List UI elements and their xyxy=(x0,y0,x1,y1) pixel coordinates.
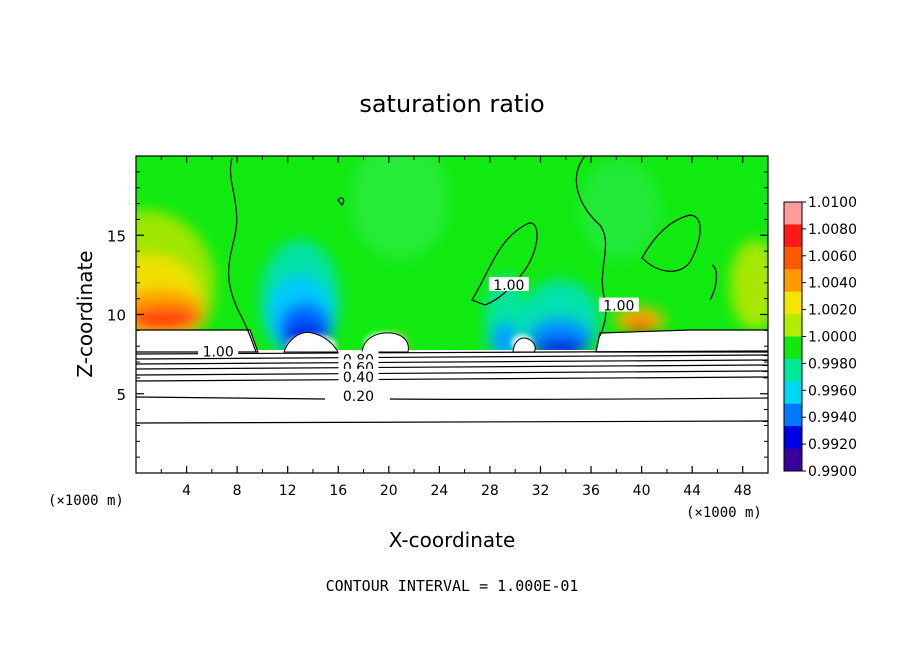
x-axis-label: X-coordinate xyxy=(389,528,516,552)
heatmap-field xyxy=(136,156,768,473)
colorbar-swatch xyxy=(784,314,802,337)
contour-label: 1.00 xyxy=(493,278,524,294)
x-unit-left: (×1000 m) xyxy=(48,493,124,509)
y-tick-label: 10 xyxy=(107,307,126,325)
colorbar-label: 1.0060 xyxy=(808,249,857,265)
y-axis-label: Z-coordinate xyxy=(73,250,97,377)
contour-interval-note: CONTOUR INTERVAL = 1.000E-01 xyxy=(326,577,579,595)
colorbar-label: 0.9980 xyxy=(808,356,857,372)
colorbar-label: 1.0100 xyxy=(808,195,857,211)
contour-label: 1.00 xyxy=(203,345,234,361)
colorbar-swatch xyxy=(784,426,802,450)
contour-label-bg xyxy=(198,343,239,358)
contour-label: 0.20 xyxy=(343,389,374,405)
contour-label-bg xyxy=(598,297,639,312)
colorbar-swatch xyxy=(784,224,802,248)
colorbar-swatch xyxy=(784,381,802,405)
x-tick-label: 20 xyxy=(380,483,398,499)
x-tick-label: 12 xyxy=(279,483,297,499)
colorbar-swatch xyxy=(784,291,802,315)
x-tick-label: 44 xyxy=(683,483,701,499)
contour-label-bg xyxy=(338,368,379,383)
y-axis: 5 10 15 xyxy=(107,171,768,458)
colorbar-swatch xyxy=(784,358,802,382)
colorbar-label: 0.9940 xyxy=(808,410,857,426)
colorbar-label: 1.0000 xyxy=(808,330,857,346)
x-tick-label: 40 xyxy=(633,483,651,499)
x-axis: 4 8 12 16 20 24 28 32 36 40 44 48 xyxy=(160,156,752,499)
colorbar-label: 0.9960 xyxy=(808,383,857,399)
contour-label-bg xyxy=(488,276,529,291)
colorbar-label: 1.0040 xyxy=(808,276,857,292)
colorbar-swatch xyxy=(784,403,802,427)
colorbar-swatch xyxy=(784,448,802,472)
colorbar: 1.0100 1.0080 1.0060 1.0040 1.0020 1.0000 0.99… xyxy=(783,195,857,480)
x-tick-label: 36 xyxy=(582,483,600,499)
x-tick-label: 16 xyxy=(329,483,347,499)
contour-label-group: 1.000.800.600.400.201.001.00 xyxy=(198,276,639,405)
colorbar-label: 1.0020 xyxy=(808,303,857,319)
contour-label: 1.00 xyxy=(603,299,634,315)
x-tick-label: 32 xyxy=(532,483,550,499)
colorbar-label: 0.9900 xyxy=(808,464,857,480)
chart-title: saturation ratio xyxy=(359,90,544,118)
colorbar-swatch xyxy=(784,269,802,293)
x-tick-label: 24 xyxy=(430,483,448,499)
y-tick-label: 15 xyxy=(107,227,126,245)
colorbar-label: 0.9920 xyxy=(808,437,857,453)
x-tick-label: 4 xyxy=(182,483,191,499)
colorbar-label: 1.0080 xyxy=(808,222,857,238)
contour-label-bg xyxy=(338,387,379,402)
contour-label: 0.40 xyxy=(343,370,374,386)
y-tick-label: 5 xyxy=(116,386,126,404)
colorbar-swatch xyxy=(784,336,802,360)
x-tick-label: 48 xyxy=(734,483,752,499)
x-unit-right: (×1000 m) xyxy=(686,505,762,521)
x-tick-label: 8 xyxy=(233,483,242,499)
colorbar-swatch xyxy=(784,246,802,270)
colorbar-swatch xyxy=(784,202,802,225)
x-tick-label: 28 xyxy=(481,483,499,499)
